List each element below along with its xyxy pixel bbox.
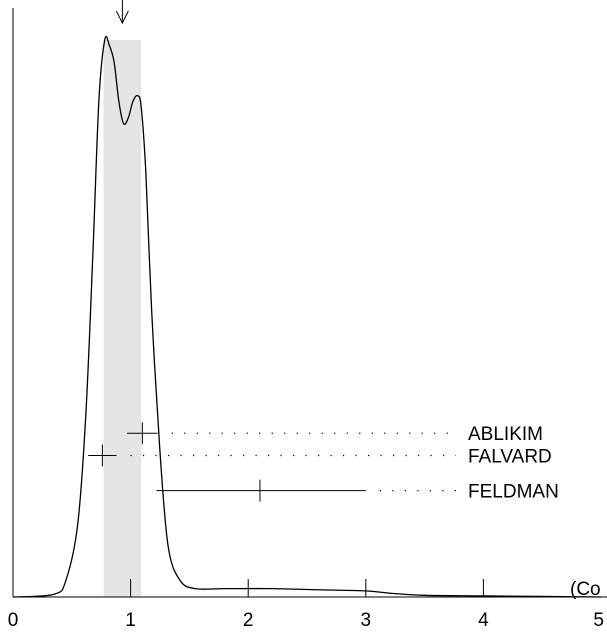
x-tick-label: 2 bbox=[243, 610, 254, 631]
measurement-falvard: FALVARD bbox=[88, 444, 552, 468]
x-tick-label: 4 bbox=[478, 610, 489, 631]
measurement-label: FELDMAN bbox=[468, 482, 559, 503]
measurement-ablikim: ABLIKIM bbox=[127, 422, 543, 445]
axes: 0 1 2 3 4 5 bbox=[8, 8, 607, 631]
average-band bbox=[103, 40, 142, 597]
x-tick-label: 3 bbox=[361, 610, 372, 631]
x-tick-label: 1 bbox=[125, 610, 136, 631]
x-tick-label: 0 bbox=[8, 610, 19, 631]
ideogram-curve-group bbox=[12, 35, 602, 598]
measurement-label: FALVARD bbox=[468, 447, 552, 468]
unit-label: (Co bbox=[570, 579, 601, 600]
average-arrow-group bbox=[115, 0, 129, 25]
measurement-feldman: FELDMAN bbox=[156, 479, 559, 503]
x-tick-label: 5 bbox=[593, 610, 604, 631]
ideogram-curve bbox=[12, 35, 602, 598]
average-arrow-head bbox=[115, 10, 129, 25]
measurement-label: ABLIKIM bbox=[468, 424, 543, 445]
